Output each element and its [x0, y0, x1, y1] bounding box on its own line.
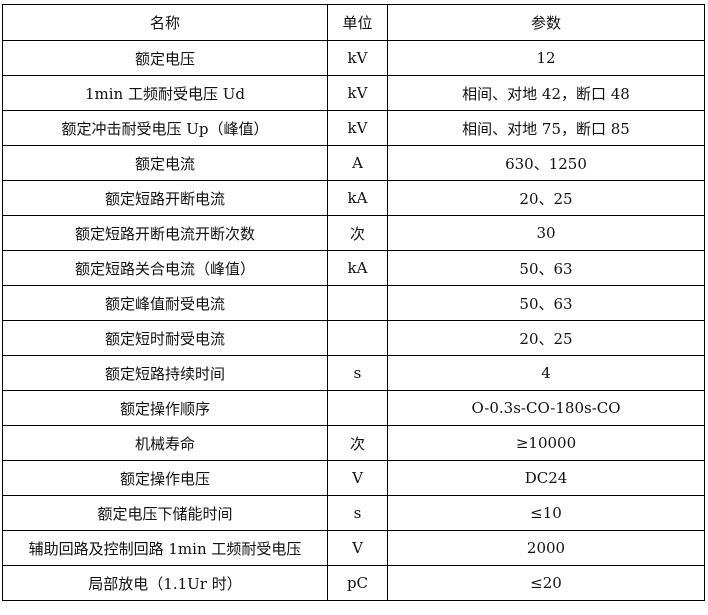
- unit-cell: A: [327, 145, 388, 181]
- name-cell: 额定冲击耐受电压 Up（峰值）: [2, 110, 328, 146]
- value-cell: 50、63: [387, 285, 705, 321]
- table-row: 额定短路开断电流 kA 20、25: [2, 180, 705, 216]
- unit-cell: kA: [327, 250, 388, 286]
- name-cell: 额定电流: [2, 145, 328, 181]
- name-cell: 1min 工频耐受电压 Ud: [2, 75, 328, 111]
- name-cell: 辅助回路及控制回路 1min 工频耐受电压: [2, 530, 328, 566]
- value-cell: 2000: [387, 530, 705, 566]
- value-cell: 20、25: [387, 180, 705, 216]
- value-cell: 12: [387, 40, 705, 76]
- value-cell: 相间、对地 75，断口 85: [387, 110, 705, 146]
- name-cell: 额定短路持续时间: [2, 355, 328, 391]
- name-cell: 额定短路开断电流开断次数: [2, 215, 328, 251]
- value-cell: 50、63: [387, 250, 705, 286]
- name-cell: 额定峰值耐受电流: [2, 285, 328, 321]
- table-row: 额定电压下储能时间 s ≤10: [2, 495, 705, 531]
- value-cell: 630、1250: [387, 145, 705, 181]
- unit-cell: s: [327, 355, 388, 391]
- unit-cell: pC: [327, 565, 388, 601]
- name-cell: 额定操作电压: [2, 460, 328, 496]
- table-row: 额定短路关合电流（峰值） kA 50、63: [2, 250, 705, 286]
- header-cell: 参数: [387, 4, 705, 41]
- unit-cell: 次: [327, 215, 388, 251]
- unit-cell: [327, 390, 388, 426]
- name-cell: 额定电压下储能时间: [2, 495, 328, 531]
- name-cell: 额定电压: [2, 40, 328, 76]
- unit-cell: s: [327, 495, 388, 531]
- value-cell: ≤20: [387, 565, 705, 601]
- name-cell: 局部放电（1.1Ur 时）: [2, 565, 328, 601]
- header-cell: 名称: [2, 4, 328, 41]
- table-row: 额定冲击耐受电压 Up（峰值） kV 相间、对地 75，断口 85: [2, 110, 705, 146]
- table-body: 额定电压 kV 12 1min 工频耐受电压 Ud kV 相间、对地 42，断口 48 额定…: [2, 40, 705, 601]
- table-row: 局部放电（1.1Ur 时） pC ≤20: [2, 565, 705, 601]
- spec-table: 名称 单位 参数 额定电压 kV 12 1min 工频耐受电压 Ud kV 相间、对地 4…: [2, 4, 705, 601]
- value-cell: 20、25: [387, 320, 705, 356]
- name-cell: 额定操作顺序: [2, 390, 328, 426]
- unit-cell: kA: [327, 180, 388, 216]
- name-cell: 额定短路关合电流（峰值）: [2, 250, 328, 286]
- table-row: 额定操作电压 V DC24: [2, 460, 705, 496]
- name-cell: 机械寿命: [2, 425, 328, 461]
- value-cell: 相间、对地 42，断口 48: [387, 75, 705, 111]
- unit-cell: V: [327, 530, 388, 566]
- table-row: 额定短路持续时间 s 4: [2, 355, 705, 391]
- unit-cell: kV: [327, 40, 388, 76]
- table-row: 1min 工频耐受电压 Ud kV 相间、对地 42，断口 48: [2, 75, 705, 111]
- name-cell: 额定短时耐受电流: [2, 320, 328, 356]
- unit-cell: kV: [327, 75, 388, 111]
- table-row: 额定短路开断电流开断次数次 30: [2, 215, 705, 251]
- value-cell: ≤10: [387, 495, 705, 531]
- table-row: 辅助回路及控制回路 1min 工频耐受电压 V 2000: [2, 530, 705, 566]
- header-cell: 单位: [327, 4, 388, 41]
- unit-cell: [327, 285, 388, 321]
- table-row: 额定电流 A 630、1250: [2, 145, 705, 181]
- unit-cell: V: [327, 460, 388, 496]
- table-row: 机械寿命次 ≥10000: [2, 425, 705, 461]
- value-cell: ≥10000: [387, 425, 705, 461]
- value-cell: DC24: [387, 460, 705, 496]
- unit-cell: 次: [327, 425, 388, 461]
- value-cell: 30: [387, 215, 705, 251]
- table-row: 额定峰值耐受电流 50、63: [2, 285, 705, 321]
- name-cell: 额定短路开断电流: [2, 180, 328, 216]
- table-row: 额定电压 kV 12: [2, 40, 705, 76]
- unit-cell: kV: [327, 110, 388, 146]
- table-row: 额定操作顺序 O-0.3s-CO-180s-CO: [2, 390, 705, 426]
- value-cell: O-0.3s-CO-180s-CO: [387, 390, 705, 426]
- unit-cell: [327, 320, 388, 356]
- value-cell: 4: [387, 355, 705, 391]
- header-row: 名称 单位 参数: [2, 4, 705, 41]
- table-row: 额定短时耐受电流 20、25: [2, 320, 705, 356]
